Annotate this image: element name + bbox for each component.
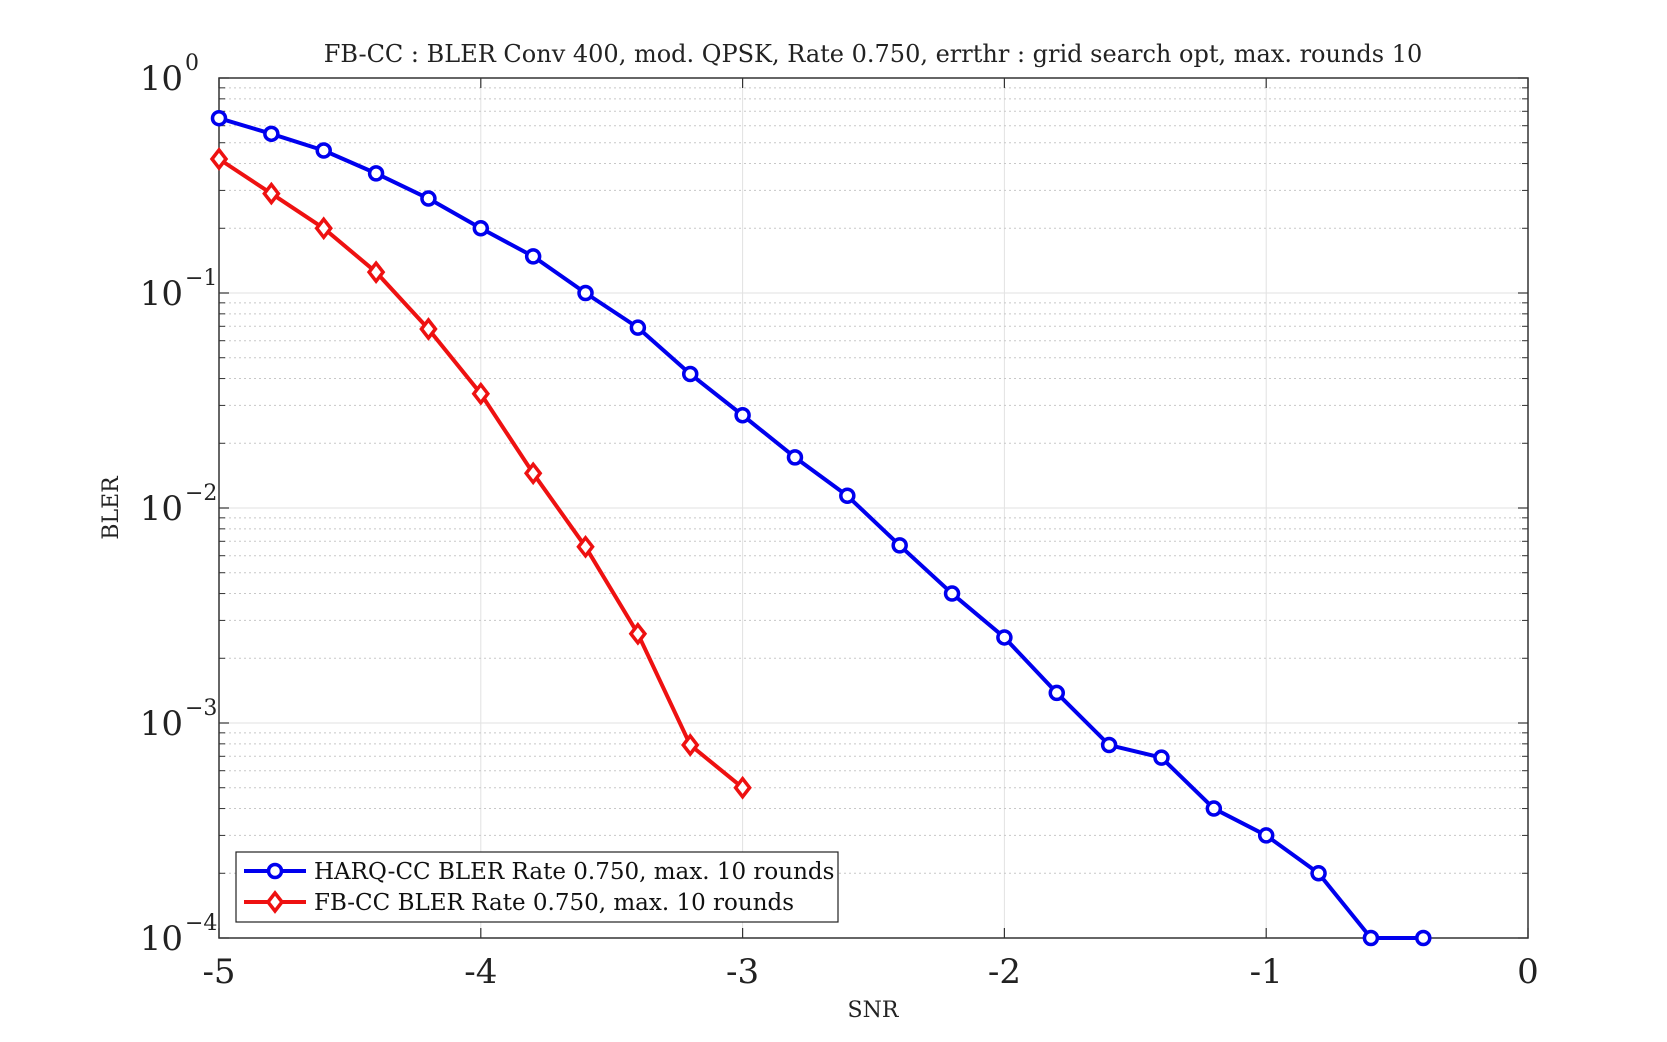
data-point [366,260,386,285]
data-point [943,585,961,602]
data-point [263,125,280,143]
data-point [262,181,281,206]
y-tick-exponent: −4 [185,911,217,936]
data-point [629,319,647,336]
legend-swatch-fb-marker [265,890,285,914]
y-tick-label: 10 [140,274,183,314]
series-fb-cc [209,147,752,800]
x-tick-label: 0 [1517,952,1539,992]
data-point [996,629,1013,646]
data-point [1362,929,1380,947]
x-tick-label: -3 [726,952,759,992]
x-tick-label: -2 [988,952,1021,992]
data-point [1415,929,1432,947]
y-axis-label: BLER [99,475,124,540]
y-tick-label: 10 [140,489,183,529]
data-point [420,190,437,207]
data-point [419,317,438,341]
data-point [577,284,594,302]
y-tick-label: 10 [140,59,183,99]
data-point [1153,749,1170,766]
legend-label-fb: FB-CC BLER Rate 0.750, max. 10 rounds [314,890,794,916]
data-point [733,775,752,800]
y-tick-label: 10 [140,919,183,959]
data-point [524,248,542,265]
data-point [209,147,229,171]
series-line [218,116,1424,940]
grid [219,78,1528,938]
y-tick-label: 10 [140,704,183,744]
data-point [628,621,648,646]
data-point [523,461,543,486]
legend-label-harq: HARQ-CC BLER Rate 0.750, max. 10 rounds [314,859,834,885]
data-point [315,142,332,159]
y-tick-exponent: −3 [185,696,217,721]
series-harq-cc [210,109,1432,947]
data-point [681,365,699,383]
data-point [1205,800,1223,817]
data-point [471,381,491,406]
x-tick-label: -5 [202,952,235,992]
y-tick-exponent: −1 [185,266,217,291]
data-point [681,733,700,757]
data-point [367,165,385,182]
legend-box [235,851,839,923]
data-point [210,109,228,127]
x-axis-label: SNR [848,998,900,1023]
data-point [1048,684,1066,702]
chart-title: FB-CC : BLER Conv 400, mod. QPSK, Rate 0… [324,40,1423,68]
y-tick-exponent: 0 [185,51,199,76]
series-layer [209,109,1432,947]
data-point [1257,827,1275,844]
data-point [576,534,595,559]
data-point [786,449,804,466]
data-point [472,220,490,237]
x-tick-label: -1 [1250,952,1283,992]
y-tick-exponent: −2 [185,481,217,506]
data-point [839,487,856,505]
x-tick-label: -4 [464,952,497,992]
data-point [891,537,908,554]
data-point [314,216,333,241]
legend-swatch-harq-marker [266,862,284,880]
data-point [1100,736,1118,754]
data-point [734,407,751,424]
data-point [1310,865,1327,882]
legend: HARQ-CC BLER Rate 0.750, max. 10 rounds … [235,851,839,923]
